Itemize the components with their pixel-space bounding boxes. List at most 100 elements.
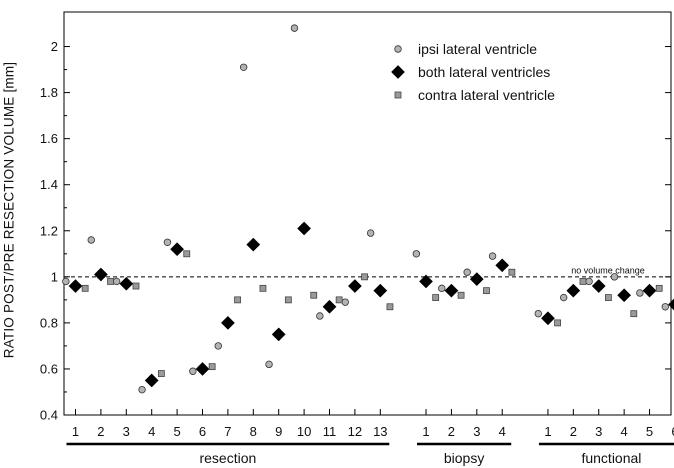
x-tick-label: 13 bbox=[373, 424, 387, 439]
data-point-diamond bbox=[322, 299, 337, 314]
y-tick-label: 0.8 bbox=[40, 315, 58, 330]
y-tick-label: 2 bbox=[51, 39, 58, 54]
plot-frame bbox=[63, 11, 672, 416]
legend-marker-square bbox=[394, 91, 402, 99]
data-point-circle bbox=[316, 312, 324, 320]
data-point-square bbox=[483, 287, 490, 295]
data-point-square bbox=[457, 291, 465, 299]
data-point-circle bbox=[62, 277, 70, 286]
data-point-circle bbox=[610, 273, 619, 281]
x-tick-label: 2 bbox=[570, 424, 577, 439]
reference-line-label: no volume change bbox=[571, 265, 645, 275]
data-point-diamond bbox=[566, 283, 581, 298]
data-point-square bbox=[81, 284, 89, 292]
legend-label: both lateral ventricles bbox=[418, 64, 550, 80]
data-point-square bbox=[655, 284, 663, 292]
legend-marker-diamond bbox=[391, 65, 405, 79]
data-point-square bbox=[386, 303, 394, 311]
data-point-square bbox=[361, 273, 368, 281]
data-point-square bbox=[132, 282, 140, 290]
y-tick-label: 1.8 bbox=[40, 85, 58, 100]
data-point-circle bbox=[585, 277, 593, 286]
x-tick-label: 11 bbox=[323, 424, 337, 439]
data-point-square bbox=[310, 291, 318, 299]
data-point-diamond bbox=[591, 279, 606, 293]
data-point-circle bbox=[661, 303, 669, 311]
x-tick-label: 1 bbox=[544, 424, 551, 439]
data-point-circle bbox=[239, 63, 248, 71]
data-point-diamond bbox=[617, 288, 632, 303]
data-point-square bbox=[432, 294, 440, 301]
data-point-circle bbox=[214, 342, 222, 350]
data-point-circle bbox=[488, 252, 497, 260]
data-point-circle bbox=[636, 289, 644, 297]
x-tick-label: 5 bbox=[173, 424, 180, 439]
data-point-diamond bbox=[195, 361, 210, 376]
data-point-circle bbox=[87, 236, 95, 244]
y-tick-label: 0.6 bbox=[40, 361, 58, 376]
data-point-circle bbox=[559, 293, 568, 302]
data-point-circle bbox=[290, 24, 299, 32]
data-point-circle bbox=[412, 250, 421, 258]
x-tick-label: 4 bbox=[499, 424, 506, 439]
x-tick-label: 12 bbox=[348, 424, 362, 439]
x-tick-label: 1 bbox=[422, 424, 429, 439]
legend-label: ipsi lateral ventricle bbox=[418, 41, 537, 57]
data-point-square bbox=[259, 284, 267, 292]
data-point-square bbox=[630, 310, 638, 318]
data-point-diamond bbox=[170, 242, 185, 257]
y-tick-label: 1.6 bbox=[40, 131, 58, 146]
data-point-diamond bbox=[667, 298, 674, 311]
group-label: functional bbox=[581, 450, 641, 466]
y-tick-label: 0.4 bbox=[40, 408, 58, 423]
group-label: biopsy bbox=[444, 450, 484, 466]
data-point-circle bbox=[534, 309, 542, 318]
data-point-square bbox=[554, 319, 561, 327]
data-point-square bbox=[579, 278, 587, 285]
x-tick-label: 8 bbox=[250, 424, 257, 439]
x-tick-label: 3 bbox=[473, 424, 480, 439]
y-tick-label: 1.2 bbox=[40, 223, 58, 238]
data-point-square bbox=[208, 363, 216, 371]
data-point-circle bbox=[463, 268, 471, 276]
data-point-diamond bbox=[220, 315, 235, 330]
x-tick-label: 4 bbox=[621, 424, 628, 439]
x-tick-label: 2 bbox=[97, 424, 104, 439]
data-point-diamond bbox=[444, 283, 459, 298]
data-point-diamond bbox=[469, 272, 484, 287]
data-point-circle bbox=[265, 360, 273, 369]
group-label: resection bbox=[199, 450, 256, 466]
x-tick-label: 7 bbox=[224, 424, 231, 439]
data-point-circle bbox=[189, 367, 197, 375]
data-point-diamond bbox=[297, 221, 312, 236]
data-point-square bbox=[508, 268, 516, 276]
x-tick-label: 10 bbox=[297, 424, 311, 439]
data-point-square bbox=[234, 296, 241, 304]
data-point-square bbox=[157, 370, 165, 377]
data-point-square bbox=[604, 294, 612, 301]
data-point-diamond bbox=[271, 327, 286, 342]
data-point-diamond bbox=[347, 279, 362, 293]
data-point-diamond bbox=[540, 311, 555, 326]
legend-marker-circle bbox=[394, 45, 402, 53]
y-tick-label: 1 bbox=[51, 269, 58, 284]
data-point-diamond bbox=[419, 274, 433, 289]
x-tick-label: 6 bbox=[199, 424, 206, 439]
data-point-diamond bbox=[144, 373, 159, 388]
y-tick-label: 1.4 bbox=[40, 177, 58, 192]
data-point-diamond bbox=[246, 237, 261, 252]
data-point-circle bbox=[112, 277, 121, 286]
data-point-circle bbox=[163, 238, 172, 246]
x-tick-label: 3 bbox=[123, 424, 130, 439]
legend-label: contra lateral ventricle bbox=[418, 87, 555, 103]
x-tick-label: 3 bbox=[595, 424, 602, 439]
data-point-diamond bbox=[642, 283, 657, 298]
data-point-circle bbox=[366, 229, 375, 237]
data-point-circle bbox=[341, 298, 349, 306]
data-point-diamond bbox=[68, 279, 83, 293]
data-point-circle bbox=[438, 284, 446, 293]
x-tick-label: 5 bbox=[646, 424, 653, 439]
data-point-diamond bbox=[119, 276, 134, 291]
